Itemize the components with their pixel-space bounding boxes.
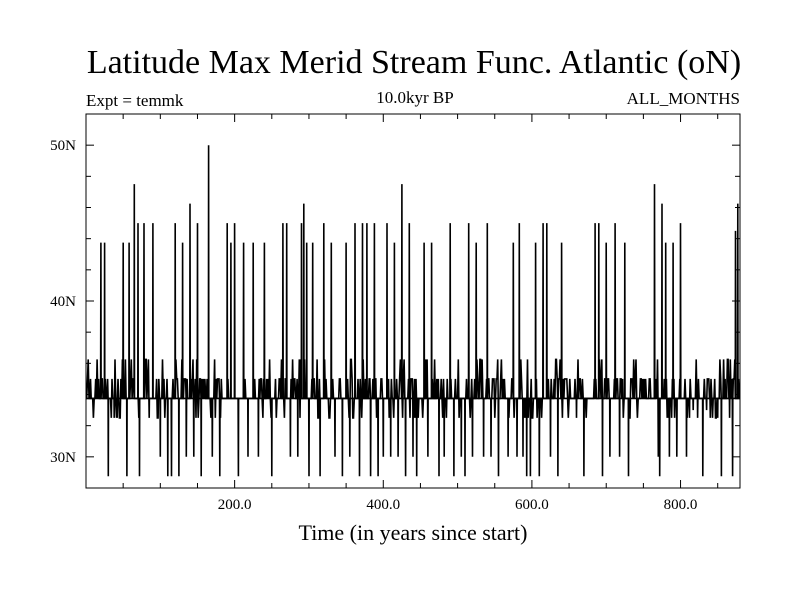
x-tick-label: 400.0 (366, 497, 400, 513)
x-axis-label: Time (in years since start) (299, 520, 528, 545)
x-tick-label: 200.0 (218, 497, 252, 513)
x-tick-label: 600.0 (515, 497, 549, 513)
y-tick-label: 50N (50, 138, 76, 154)
x-tick-label: 800.0 (664, 497, 698, 513)
y-tick-label: 30N (50, 450, 76, 466)
period-label: 10.0kyr BP (376, 88, 454, 107)
experiment-label: Expt = temmk (86, 91, 184, 110)
y-tick-label: 40N (50, 294, 76, 310)
chart-title: Latitude Max Merid Stream Func. Atlantic… (86, 44, 742, 81)
plot-frame (85, 113, 741, 489)
months-label: ALL_MONTHS (626, 89, 740, 108)
series-line (85, 145, 741, 477)
axis-ticks-group: 200.0 400.0 600.0 800.0 30N 40N 50N (50, 114, 740, 513)
data-series-group (85, 145, 741, 477)
